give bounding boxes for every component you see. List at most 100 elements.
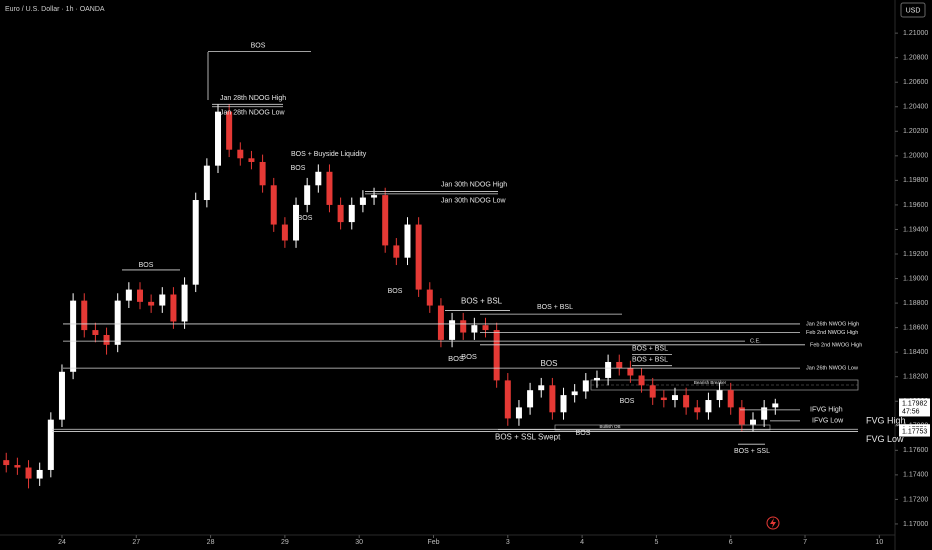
y-tick-label: 1.18800	[903, 300, 928, 307]
candle-body	[159, 294, 166, 306]
chart-title: Euro / U.S. Dollar · 1h · OANDA	[5, 6, 105, 13]
icon-ring[interactable]	[766, 516, 780, 530]
level-label: BOS + BSL	[632, 357, 668, 364]
candle-body	[125, 289, 132, 301]
y-tick-label: 1.18200	[903, 374, 928, 381]
x-tick-label: 27	[132, 539, 140, 546]
candle-body	[627, 368, 634, 376]
candle-body	[136, 289, 143, 302]
candle-body	[449, 320, 456, 340]
candle-body	[671, 395, 678, 401]
currency-box[interactable]	[900, 2, 926, 18]
level-label: Jan 26th NWOG High	[806, 321, 859, 327]
y-tick-label: 1.17600	[903, 447, 928, 454]
candle-body	[683, 395, 690, 408]
candle-body	[694, 407, 701, 413]
x-tick-label: 5	[654, 539, 658, 546]
candle-body	[772, 403, 779, 408]
levels: BOS Jan 28th NDOG High Jan 28th NDOG Low Ja…	[52, 42, 906, 455]
candle-body	[460, 320, 467, 333]
y-tick-label: 1.20600	[903, 79, 928, 86]
y-tick-label: 1.17400	[903, 472, 928, 479]
note: Bearish Breaker	[694, 380, 727, 385]
candle-body	[103, 334, 110, 345]
candle-body	[716, 390, 723, 401]
candle-body	[605, 361, 612, 378]
y-tick-label: 1.17200	[903, 496, 928, 503]
candle-body	[25, 467, 32, 479]
level-label: Jan 30th NDOG High	[441, 181, 507, 188]
candle-body	[315, 171, 322, 186]
y-tick-label: 1.19000	[903, 275, 928, 282]
note: BOS	[576, 430, 591, 437]
y-tick-label: 1.17000	[903, 521, 928, 528]
y-tick-label: 1.19400	[903, 226, 928, 233]
candle-body	[203, 165, 210, 201]
candle-body	[170, 294, 177, 322]
y-tick-label: 1.21000	[903, 30, 928, 37]
x-tick-label: 6	[729, 539, 733, 546]
candle-body	[70, 300, 77, 372]
level-label: BOS	[139, 262, 154, 269]
level-label: Jan 30th NDOG Low	[441, 198, 507, 205]
candle-body	[649, 385, 656, 398]
price-badge	[899, 398, 930, 417]
candle-body	[538, 385, 545, 391]
candle-body	[3, 460, 10, 466]
candle-body	[527, 390, 534, 408]
candle-body	[415, 224, 422, 290]
candle-body	[36, 469, 43, 479]
candle-body	[382, 195, 389, 246]
candle-body	[471, 325, 478, 333]
x-tick-label: 4	[580, 539, 584, 546]
currency[interactable]: USD	[906, 7, 921, 14]
level-label: IFVG High	[810, 407, 843, 414]
lightning-icon[interactable]	[766, 516, 780, 530]
level-label: FVG Low	[866, 434, 904, 444]
price-countdown: 47:56	[902, 408, 920, 415]
x-tick-label: Feb	[427, 539, 439, 546]
price-badge	[899, 426, 930, 437]
level-label: C.E.	[750, 339, 761, 345]
y-tick-label: 1.19200	[903, 251, 928, 258]
candle-body	[593, 377, 600, 381]
candle-body	[482, 325, 489, 331]
y-tick-label: 1.20000	[903, 153, 928, 160]
candle-body	[549, 385, 556, 413]
candle-body	[281, 224, 288, 241]
bullish-ob-box	[554, 424, 771, 431]
candle-body	[359, 197, 366, 205]
y-tick-label: 1.18400	[903, 349, 928, 356]
level-label: FVG High	[866, 416, 906, 426]
candle-body	[393, 245, 400, 258]
note: BOS	[388, 288, 403, 295]
note: BOS	[541, 359, 558, 368]
note: BOS	[298, 215, 313, 222]
candle-body	[616, 361, 623, 369]
level-label: BOS + SSL	[734, 448, 770, 455]
icon-bolt[interactable]	[770, 518, 776, 528]
candle-body	[226, 111, 233, 150]
y-tick-label: 1.19800	[903, 177, 928, 184]
candle-body	[337, 204, 344, 223]
x-tick-label: 29	[281, 539, 289, 546]
level-label: Jan 26th NWOG Low	[806, 366, 858, 372]
candle-body	[259, 161, 266, 186]
note: BOS	[461, 352, 477, 361]
note: BOS	[448, 354, 464, 363]
candle-body	[248, 158, 255, 162]
candle-body	[515, 407, 522, 419]
candle-body	[504, 380, 511, 419]
candle-body	[81, 300, 88, 331]
y-tick-label: 1.20200	[903, 128, 928, 135]
candle-body	[114, 300, 121, 345]
y-tick-label: 1.19600	[903, 202, 928, 209]
note: BOS	[291, 165, 306, 172]
level-label: BOS + BSL	[632, 345, 668, 352]
level-label: BOS + SSL Swept	[495, 433, 561, 442]
level-label: IFVG Low	[812, 418, 844, 425]
candle-body	[437, 305, 444, 340]
candle-body	[270, 185, 277, 225]
